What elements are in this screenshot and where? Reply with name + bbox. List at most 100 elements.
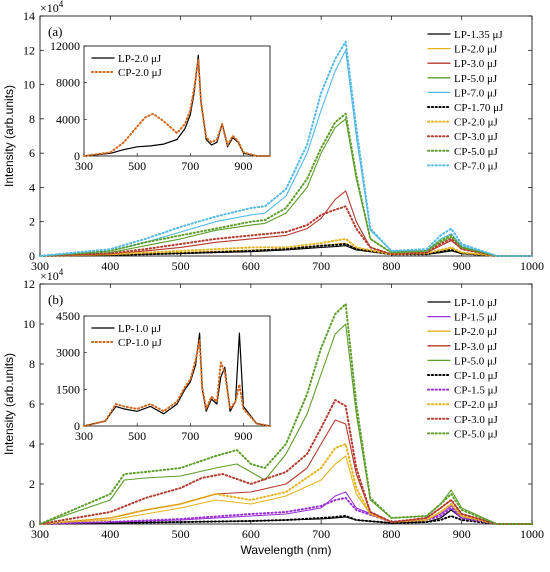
chart-a-y-tick-label: 2: [29, 215, 35, 229]
chart-b-inset-series-line: [83, 332, 271, 427]
chart-b-inset-y-tick-label: 0: [74, 419, 80, 433]
chart-b-series-line: [39, 515, 533, 525]
chart-b-series-line: [39, 497, 533, 525]
chart-b-legend-label: LP-1.0 μJ: [454, 297, 498, 309]
chart-b-inset-y-tick-label: 1500: [56, 382, 80, 396]
chart-b-legend-label: LP-1.5 μJ: [454, 312, 498, 324]
chart-a-inset-y-tick-label: 8000: [56, 76, 80, 90]
chart-b-y-tick-label: 6: [29, 397, 35, 411]
chart-b-legend-label: LP-3.0 μJ: [454, 341, 498, 353]
chart-a-x-tick-label: 700: [312, 259, 330, 273]
chart-a-series-line: [39, 118, 533, 257]
chart-b-series-line: [39, 323, 533, 525]
chart-b-inset: 300 500 700 900 0 1500 3000 4500 LP-1.0 μJ CP-1.0…: [56, 309, 271, 443]
chart-b-x-tick-label: 300: [31, 527, 49, 541]
chart-a-legend-label: LP-7.0 μJ: [454, 87, 498, 99]
chart-a-inset-legend-label: CP-2.0 μJ: [118, 67, 163, 79]
chart-a-series-line: [39, 243, 533, 257]
chart-b-y-tick-label: 10: [23, 317, 35, 331]
chart-b-x-tick-label: 900: [453, 527, 471, 541]
chart-b-legend-label: CP-3.0 μJ: [454, 414, 499, 426]
chart-b-y-tick-label: 8: [29, 357, 35, 371]
chart-a-y-tick-label: 4: [29, 180, 35, 194]
chart-b-inset-legend-label: LP-1.0 μJ: [118, 323, 162, 335]
chart-a-x-tick-label: 1000: [520, 259, 544, 273]
chart-a-inset: 300 500 700 900 0 4000 8000 12000 LP-2.0 μJ CP-2.…: [50, 39, 271, 173]
chart-a-legend-label: CP-2.0 μJ: [454, 117, 499, 129]
chart-a-series-line: [39, 112, 533, 257]
chart-a-inset-x-tick-label: 500: [128, 159, 146, 173]
chart-b-inset-y-tick-label: 3000: [56, 346, 80, 360]
chart-a-inset-y-tick-label: 4000: [56, 112, 80, 126]
chart-b-y-tick-label: 2: [29, 477, 35, 491]
chart-b-x-tick-label: 600: [242, 527, 260, 541]
chart-a-series-line: [39, 49, 533, 257]
chart-a-legend-label: LP-2.0 μJ: [454, 44, 498, 56]
chart-a-series-line: [39, 190, 533, 257]
chart-a-legend-label: CP-5.0 μJ: [454, 146, 499, 158]
chart-a-y-multiplier: ×104: [40, 0, 64, 15]
chart-a-inset-y-tick-label: 0: [74, 149, 80, 163]
chart-b-inset-legend-label: CP-1.0 μJ: [118, 337, 163, 349]
panel-b: 300 400 500 600 700 800 900 1000 0 2 4 6 8 10 12 ×104 In…: [2, 267, 544, 557]
chart-b-x-tick-label: 1000: [520, 527, 544, 541]
chart-a-y-tick-label: 6: [29, 146, 35, 160]
chart-b-inset-y-tick-label: 4500: [56, 309, 80, 323]
chart-a-legend-label: LP-5.0 μJ: [454, 73, 498, 85]
chart-a-legend-label: CP-3.0 μJ: [454, 131, 499, 143]
chart-a-series-line: [39, 237, 533, 257]
chart-b-series-line: [39, 303, 533, 525]
chart-b-inset-x-tick-label: 900: [234, 429, 252, 443]
chart-a-x-tick-label: 400: [101, 259, 119, 273]
chart-a-legend-label: LP-1.35 μJ: [454, 29, 503, 41]
chart-a-inset-y-tick-label: 12000: [50, 39, 80, 53]
chart-a-panel-label: (a): [48, 24, 62, 39]
chart-a-inset-x-tick-label: 900: [234, 159, 252, 173]
chart-b-inset-x-tick-label: 500: [128, 429, 146, 443]
chart-b-inset-series-line: [83, 339, 271, 427]
chart-b-x-tick-label: 500: [172, 527, 190, 541]
chart-a-y-tick-label: 10: [23, 78, 35, 92]
chart-b-panel-label: (b): [48, 292, 63, 307]
chart-a-x-tick-label: 800: [382, 259, 400, 273]
chart-b-series-line: [39, 399, 533, 525]
chart-b-series-line: [39, 443, 533, 525]
chart-b-legend-label: LP-2.0 μJ: [454, 326, 498, 338]
chart-b-y-tick-label: 0: [29, 517, 35, 531]
chart-a-x-tick-label: 600: [242, 259, 260, 273]
chart-b-y-tick-label: 4: [29, 437, 35, 451]
chart-a-y-axis-label: Intensity (arb.units): [2, 85, 16, 187]
chart-a-inset-legend-label: LP-2.0 μJ: [118, 53, 162, 65]
chart-b-inset-x-tick-label: 700: [181, 429, 199, 443]
chart-b-y-axis-label: Intensity (arb.units): [2, 353, 16, 455]
chart-b-legend-label: CP-1.5 μJ: [454, 385, 499, 397]
panel-a: 300 400 500 600 700 800 900 1000 0 2 4 6 8 10 12 14 ×104…: [2, 0, 544, 273]
chart-a-inset-series-line: [83, 58, 271, 157]
chart-a-y-tick-label: 14: [23, 9, 35, 23]
chart-b-legend-label: LP-5.0 μJ: [454, 355, 498, 367]
chart-a-y-tick-label: 8: [29, 112, 35, 126]
chart-a-y-tick-label: 12: [23, 43, 35, 57]
chart-b-inset-x-tick-label: 300: [75, 429, 93, 443]
chart-a-series-line: [39, 205, 533, 257]
chart-a-y-tick-label: 0: [29, 249, 35, 263]
chart-a-series-line: [39, 40, 533, 257]
chart-a-inset-x-tick-label: 300: [75, 159, 93, 173]
chart-b-y-multiplier: ×104: [40, 267, 64, 283]
chart-b-x-axis-label: Wavelength (nm): [241, 543, 332, 557]
chart-a-plot-frame: [39, 15, 533, 257]
chart-b-legend: LP-1.0 μJ LP-1.5 μJ LP-2.0 μJ LP-3.0 μJ LP-5…: [427, 297, 499, 440]
chart-b-x-tick-label: 700: [312, 527, 330, 541]
chart-a-legend-label: CP-7.0 μJ: [454, 160, 499, 172]
chart-a-inset-x-tick-label: 700: [181, 159, 199, 173]
chart-a-legend-label: CP-1.70 μJ: [454, 102, 504, 114]
chart-b-legend-label: CP-5.0 μJ: [454, 428, 499, 440]
chart-a-x-tick-label: 300: [31, 259, 49, 273]
chart-b-x-tick-label: 400: [101, 527, 119, 541]
chart-a-inset-frame: [83, 45, 271, 157]
chart-b-x-tick-label: 800: [382, 527, 400, 541]
chart-b-y-tick-label: 12: [23, 277, 35, 291]
chart-b-legend-label: CP-2.0 μJ: [454, 399, 499, 411]
chart-a-x-tick-label: 900: [453, 259, 471, 273]
